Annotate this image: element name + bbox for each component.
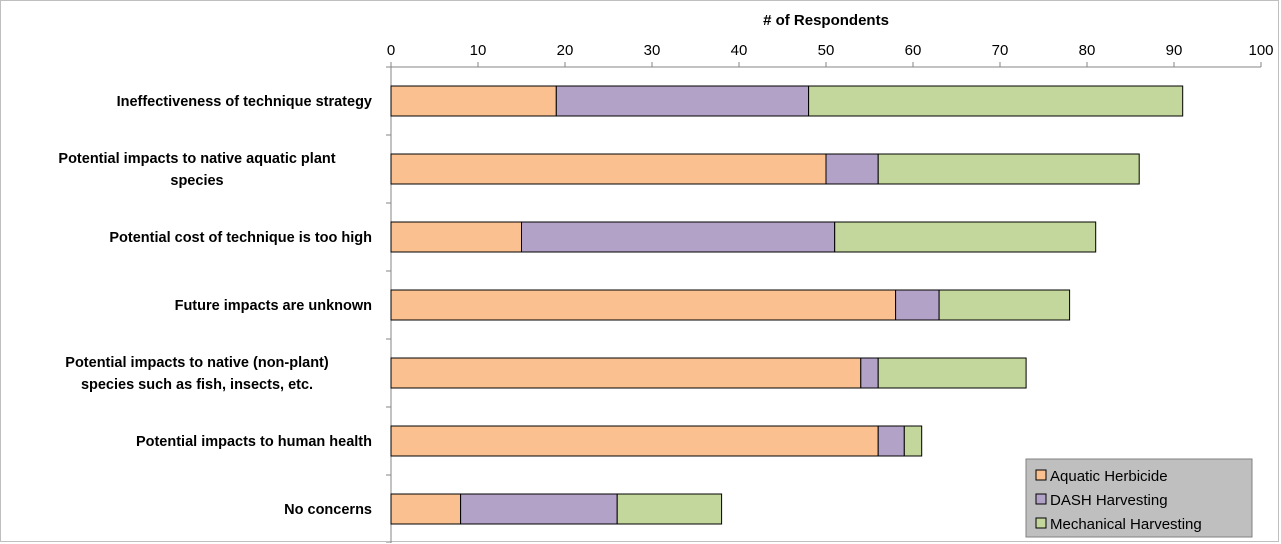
- bar-segment: [390, 153, 827, 185]
- bar-segment: [877, 357, 1027, 389]
- category-label: Future impacts are unknown: [175, 298, 372, 314]
- x-tick-label: 40: [731, 42, 748, 59]
- x-tick-label: 80: [1079, 42, 1096, 59]
- category-label: Potential impacts to native aquatic plan…: [58, 151, 335, 189]
- bar-segment: [390, 85, 557, 117]
- bar-segment: [877, 153, 1140, 185]
- x-ticks: 0 10 20 30 40 50 60 70 80 90 100: [387, 42, 1274, 67]
- bar-segment: [460, 493, 618, 525]
- legend-box: [1025, 458, 1253, 538]
- bar-segment: [877, 425, 905, 457]
- legend-label: Aquatic Herbicide: [1050, 468, 1168, 485]
- legend-swatch: [1035, 493, 1047, 505]
- bar-segment: [895, 289, 940, 321]
- x-tick-label: 60: [905, 42, 922, 59]
- bar-segment: [555, 85, 810, 117]
- bars: [390, 85, 1184, 525]
- bar-segment: [390, 425, 879, 457]
- x-tick-label: 0: [387, 42, 395, 59]
- legend: Aquatic Herbicide DASH Harvesting Mechanic…: [1025, 458, 1253, 538]
- category-label: No concerns: [284, 502, 372, 518]
- bar-segment: [938, 289, 1071, 321]
- x-tick-label: 50: [818, 42, 835, 59]
- bar-segment: [390, 357, 862, 389]
- legend-swatch: [1035, 517, 1047, 529]
- category-label: Potential cost of technique is too high: [109, 230, 372, 246]
- bar-segment: [616, 493, 723, 525]
- legend-label: DASH Harvesting: [1050, 492, 1168, 509]
- bar-segment: [390, 289, 897, 321]
- legend-label: Mechanical Harvesting: [1050, 516, 1202, 533]
- bar-segment: [521, 221, 836, 253]
- category-label: Potential impacts to native (non-plant) s…: [65, 355, 329, 393]
- x-axis-title: # of Respondents: [763, 12, 889, 29]
- x-tick-label: 10: [470, 42, 487, 59]
- bar-segment: [825, 153, 879, 185]
- category-labels: Ineffectiveness of technique strategy Pot…: [58, 94, 372, 518]
- category-label: Ineffectiveness of technique strategy: [117, 94, 372, 110]
- bar-segment: [390, 493, 462, 525]
- x-tick-label: 30: [644, 42, 661, 59]
- x-tick-label: 70: [992, 42, 1009, 59]
- legend-swatch: [1035, 469, 1047, 481]
- x-tick-label: 20: [557, 42, 574, 59]
- bar-segment: [860, 357, 879, 389]
- bar-segment: [808, 85, 1184, 117]
- bar-segment: [390, 221, 522, 253]
- bar-segment: [903, 425, 923, 457]
- x-tick-label: 100: [1248, 42, 1273, 59]
- bar-segment: [834, 221, 1097, 253]
- category-label: Potential impacts to human health: [136, 434, 372, 450]
- x-tick-label: 90: [1166, 42, 1183, 59]
